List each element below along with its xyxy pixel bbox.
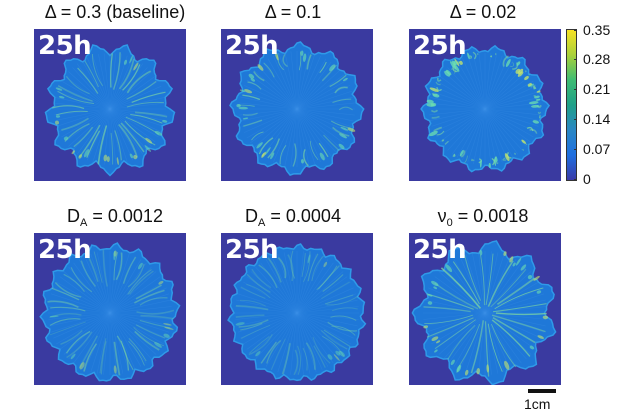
- colorbar-tick-label: 0.35: [583, 22, 611, 38]
- panel-title-da-0-0012: DA = 0.0012: [67, 206, 163, 229]
- colorbar-tick-label: 0.14: [583, 111, 611, 127]
- time-label: 25h: [225, 31, 279, 61]
- time-label: 25h: [225, 235, 279, 265]
- panel-title-nu-0-0018: ν0 = 0.0018: [437, 206, 529, 229]
- colony-panel-delta-0-02: 25h: [409, 29, 561, 181]
- colorbar-tick-label: 0.21: [583, 81, 611, 97]
- scale-bar-label: 1cm: [524, 396, 551, 412]
- colorbar-tick-label: 0.07: [583, 141, 611, 157]
- colorbar: [566, 29, 577, 181]
- time-label: 25h: [413, 31, 467, 61]
- colony-panel-nu-0-0018: 25h: [409, 233, 561, 385]
- colony-panel-delta-baseline: 25h: [34, 29, 186, 181]
- time-label: 25h: [38, 235, 92, 265]
- panel-title-delta-baseline: Δ = 0.3 (baseline): [44, 2, 186, 22]
- panel-title-delta-0-1: Δ = 0.1: [264, 2, 322, 22]
- time-label: 25h: [413, 235, 467, 265]
- scale-bar: [528, 389, 556, 393]
- colorbar-tick-label: 0.28: [583, 51, 611, 67]
- panel-title-delta-0-02: Δ = 0.02: [449, 2, 517, 22]
- colony-panel-da-0-0004: 25h: [221, 233, 373, 385]
- colony-panel-delta-0-1: 25h: [221, 29, 373, 181]
- time-label: 25h: [38, 31, 92, 61]
- colony-panel-da-0-0012: 25h: [34, 233, 186, 385]
- panel-title-da-0-0004: DA = 0.0004: [245, 206, 341, 229]
- colorbar-tick-label: 0: [583, 171, 591, 187]
